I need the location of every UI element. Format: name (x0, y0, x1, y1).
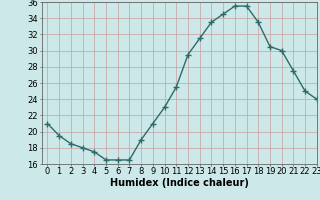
X-axis label: Humidex (Indice chaleur): Humidex (Indice chaleur) (110, 178, 249, 188)
